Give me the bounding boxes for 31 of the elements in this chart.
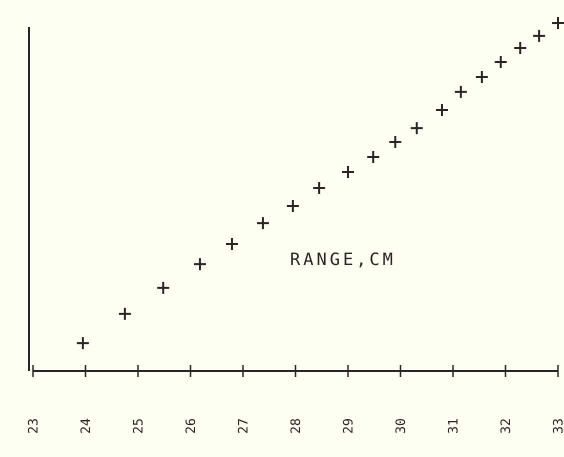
point	[118, 306, 132, 321]
point	[192, 257, 207, 272]
point	[256, 216, 270, 230]
point	[532, 28, 546, 43]
x-tick-label: 24	[79, 418, 94, 434]
point	[494, 54, 508, 69]
point	[454, 84, 468, 99]
x-tick-label: 25	[132, 418, 147, 434]
point	[434, 103, 449, 117]
point	[76, 336, 90, 350]
point	[224, 236, 239, 251]
point	[388, 135, 402, 150]
point	[341, 164, 355, 179]
x-tick-label: 28	[289, 418, 304, 434]
point	[551, 16, 564, 30]
point	[366, 150, 380, 164]
point	[410, 121, 424, 136]
x-tick-label: 29	[342, 418, 357, 434]
x-tick-label: 31	[446, 418, 462, 434]
point	[474, 70, 489, 84]
x-tick-label: 26	[184, 418, 200, 434]
x-tick-label: 33	[552, 418, 564, 434]
x-tick-label: 30	[394, 418, 410, 434]
point	[286, 199, 300, 214]
annotation: RANGE,CM	[290, 250, 396, 270]
point	[156, 280, 170, 295]
point	[312, 180, 326, 195]
x-tick-label: 23	[26, 418, 42, 434]
x-tick-label: 27	[236, 418, 252, 434]
point	[513, 41, 528, 56]
x-tick-label: 32	[499, 418, 514, 434]
